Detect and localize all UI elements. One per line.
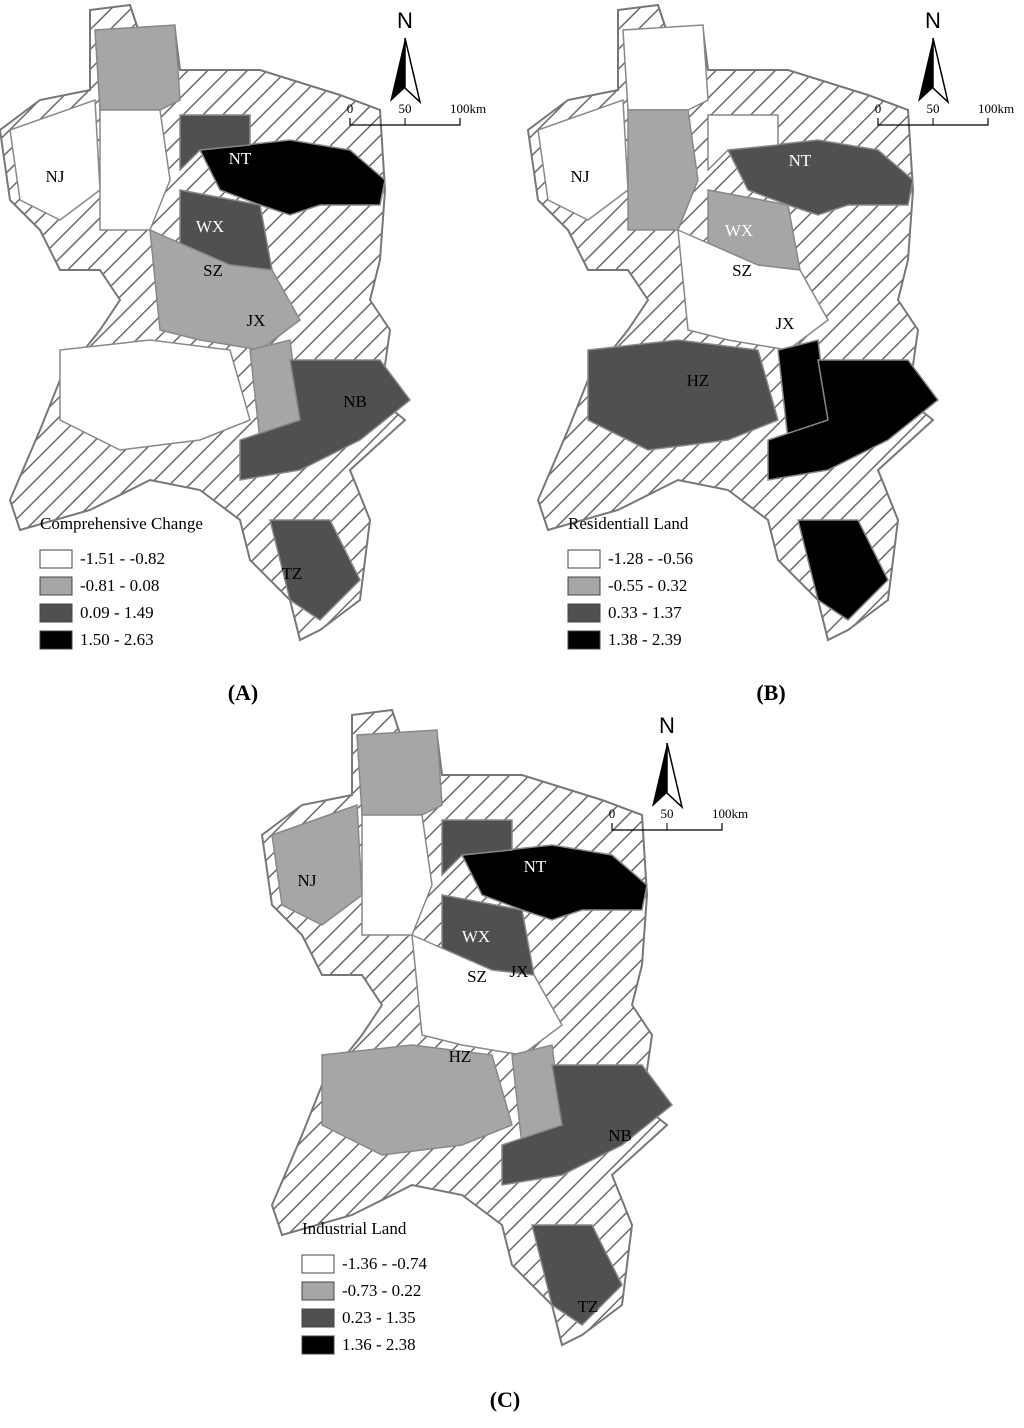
city-label: NB <box>343 392 367 411</box>
legend-title: Comprehensive Change <box>40 514 203 533</box>
city-label: HZ <box>687 371 710 390</box>
region <box>9 98 101 221</box>
city-label: TZ <box>838 564 859 583</box>
legend-label: -0.81 - 0.08 <box>80 576 159 595</box>
panel-label: (B) <box>756 680 785 705</box>
scale-label: 0 <box>609 806 616 821</box>
region <box>239 359 412 481</box>
city-label: SZ <box>203 261 223 280</box>
region <box>460 844 648 921</box>
city-label: NB <box>608 1126 632 1145</box>
city-label: JX <box>776 314 795 333</box>
city-label: JX <box>510 962 529 981</box>
legend-swatch <box>301 1335 335 1355</box>
legend-swatch <box>567 576 601 596</box>
legend-swatch <box>39 630 73 650</box>
region <box>707 114 779 172</box>
region <box>59 339 251 451</box>
legend-label: -0.55 - 0.32 <box>608 576 687 595</box>
region <box>269 519 361 621</box>
city-label: TZ <box>282 564 303 583</box>
region <box>677 228 829 351</box>
city-label: NJ <box>46 167 65 186</box>
region <box>622 24 709 111</box>
region <box>411 933 563 1056</box>
region <box>441 819 513 877</box>
region <box>726 139 914 216</box>
legend-swatch <box>567 630 601 650</box>
city-label: WX <box>725 221 753 240</box>
region <box>501 1064 674 1186</box>
legend-label: -1.51 - -0.82 <box>80 549 165 568</box>
city-label: WX <box>462 927 490 946</box>
city-label: NT <box>789 151 812 170</box>
legend-title: Industrial Land <box>302 1219 407 1238</box>
scale-label: 50 <box>927 101 940 116</box>
city-label: NJ <box>298 871 317 890</box>
legend-title: Residentiall Land <box>568 514 689 533</box>
city-label: NJ <box>571 167 590 186</box>
legend-label: 0.33 - 1.37 <box>608 603 682 622</box>
map-panel: NJ NT WX SZ JX NB TZ N 0 50 100km Comprehensive Cha… <box>0 3 486 705</box>
scale-label: 100km <box>450 101 486 116</box>
panel-label: (C) <box>490 1387 521 1412</box>
north-arrow-left <box>652 743 667 807</box>
north-arrow-left <box>918 38 933 102</box>
legend-swatch <box>39 603 73 623</box>
scale-label: 50 <box>661 806 674 821</box>
legend-swatch <box>567 603 601 623</box>
region <box>271 803 363 926</box>
legend-swatch <box>301 1281 335 1301</box>
north-arrow-right <box>404 37 422 105</box>
region <box>149 228 301 351</box>
legend-label: 1.38 - 2.39 <box>608 630 682 649</box>
north-arrow-right <box>666 742 684 810</box>
region <box>179 114 251 172</box>
region <box>321 1044 513 1156</box>
city-label: NB <box>868 416 892 435</box>
region <box>767 359 940 481</box>
scale-label: 100km <box>712 806 748 821</box>
legend-label: 0.23 - 1.35 <box>342 1308 416 1327</box>
region <box>198 139 386 216</box>
city-label: NT <box>524 857 547 876</box>
city-label: WX <box>196 217 224 236</box>
panel-label: (A) <box>228 680 259 705</box>
north-label: N <box>925 8 941 33</box>
north-arrow-right <box>932 37 950 105</box>
region <box>537 98 629 221</box>
map-panel: NJ NT WX SZ JX HZ NB TZ N 0 50 100km Industrial Land… <box>260 708 748 1412</box>
scale-label: 0 <box>875 101 882 116</box>
region <box>356 729 443 816</box>
city-label: TZ <box>578 1297 599 1316</box>
region <box>587 339 779 451</box>
legend-swatch <box>301 1308 335 1328</box>
legend-label: 0.09 - 1.49 <box>80 603 154 622</box>
legend-label: -0.73 - 0.22 <box>342 1281 421 1300</box>
region <box>94 24 181 111</box>
legend-label: -1.36 - -0.74 <box>342 1254 427 1273</box>
city-label: SZ <box>732 261 752 280</box>
scale-label: 50 <box>399 101 412 116</box>
legend-label: 1.36 - 2.38 <box>342 1335 416 1354</box>
legend-swatch <box>301 1254 335 1274</box>
legend-label: 1.50 - 2.63 <box>80 630 154 649</box>
north-label: N <box>659 713 675 738</box>
city-label: NT <box>229 149 252 168</box>
scale-label: 100km <box>978 101 1014 116</box>
region <box>797 519 889 621</box>
city-label: JX <box>247 311 266 330</box>
city-label: SZ <box>467 967 487 986</box>
legend-swatch <box>567 549 601 569</box>
region <box>531 1224 623 1326</box>
legend-swatch <box>39 576 73 596</box>
legend-swatch <box>39 549 73 569</box>
north-label: N <box>397 8 413 33</box>
map-panel: NJ NT WX SZ JX HZ NB TZ N 0 50 100km Residentiall La… <box>526 3 1014 705</box>
north-arrow-left <box>390 38 405 102</box>
scale-label: 0 <box>347 101 354 116</box>
legend-label: -1.28 - -0.56 <box>608 549 693 568</box>
city-label: HZ <box>449 1047 472 1066</box>
